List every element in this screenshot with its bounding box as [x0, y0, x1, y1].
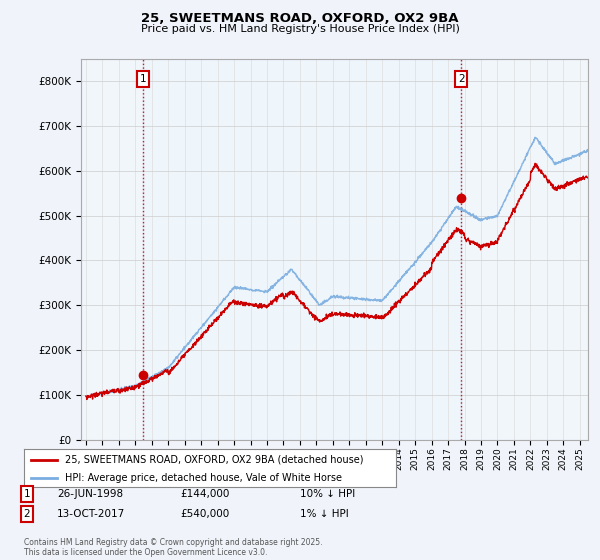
Text: 1: 1: [23, 489, 31, 499]
Text: 10% ↓ HPI: 10% ↓ HPI: [300, 489, 355, 499]
Text: £540,000: £540,000: [180, 509, 229, 519]
Text: HPI: Average price, detached house, Vale of White Horse: HPI: Average price, detached house, Vale…: [65, 473, 342, 483]
Bar: [143, 59, 461, 440]
Bar: [461, 59, 588, 440]
Text: 26-JUN-1998: 26-JUN-1998: [57, 489, 123, 499]
Text: Price paid vs. HM Land Registry's House Price Index (HPI): Price paid vs. HM Land Registry's House …: [140, 24, 460, 34]
Text: Contains HM Land Registry data © Crown copyright and database right 2025.
This d: Contains HM Land Registry data © Crown c…: [24, 538, 323, 557]
Text: 25, SWEETMANS ROAD, OXFORD, OX2 9BA: 25, SWEETMANS ROAD, OXFORD, OX2 9BA: [141, 12, 459, 25]
Text: 1% ↓ HPI: 1% ↓ HPI: [300, 509, 349, 519]
Text: 13-OCT-2017: 13-OCT-2017: [57, 509, 125, 519]
Text: 2: 2: [23, 509, 31, 519]
Text: 25, SWEETMANS ROAD, OXFORD, OX2 9BA (detached house): 25, SWEETMANS ROAD, OXFORD, OX2 9BA (det…: [65, 455, 364, 465]
Bar: [81, 59, 143, 440]
Text: £144,000: £144,000: [180, 489, 229, 499]
Text: 1: 1: [140, 74, 146, 84]
Text: 2: 2: [458, 74, 464, 84]
